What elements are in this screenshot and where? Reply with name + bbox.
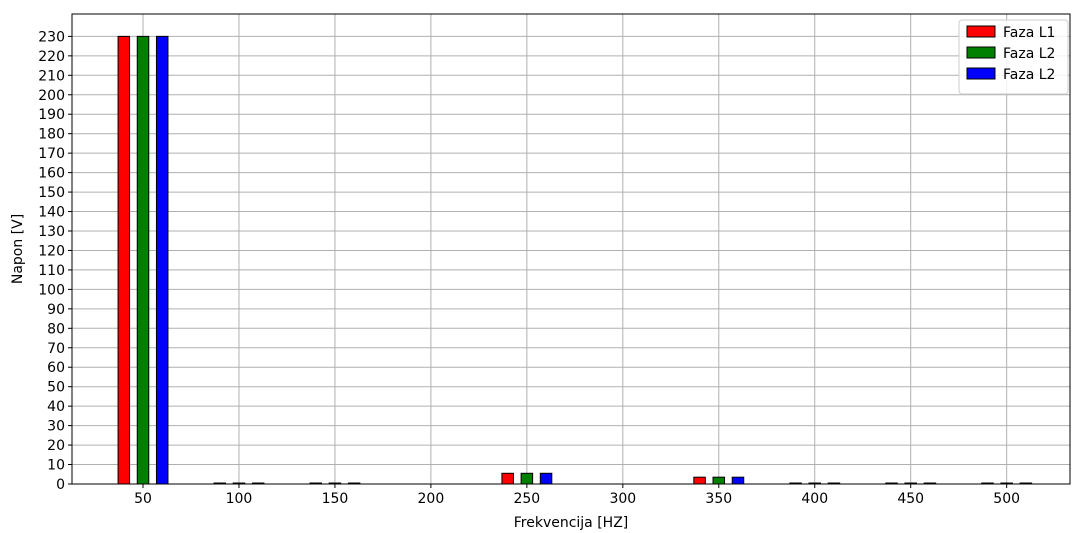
y-tick-label: 150 — [38, 185, 65, 201]
grid — [72, 14, 1070, 485]
y-tick-label: 40 — [47, 399, 65, 415]
bar — [117, 35, 131, 485]
y-tick-label: 180 — [38, 127, 65, 143]
legend-swatch — [966, 25, 996, 38]
y-tick-label: 20 — [47, 438, 65, 454]
y-tick-label: 160 — [38, 166, 65, 182]
y-tick-label: 170 — [38, 146, 65, 162]
x-tick-label: 150 — [322, 491, 349, 507]
plot-frame — [71, 13, 1071, 485]
x-tick-label: 400 — [801, 491, 828, 507]
legend-label: Faza L2 — [1003, 67, 1055, 83]
bar — [693, 476, 706, 485]
legend-swatch — [966, 46, 996, 59]
legend: Faza L1 Faza L2 Faza L2 — [958, 19, 1069, 95]
bar — [136, 35, 150, 485]
y-tick-label: 110 — [38, 263, 65, 279]
x-tick-label: 100 — [226, 491, 253, 507]
y-axis-label: Napon [V] — [10, 214, 26, 284]
x-tick-label: 350 — [705, 491, 732, 507]
y-tick-label: 120 — [38, 243, 65, 259]
x-tick-label: 450 — [897, 491, 924, 507]
bar — [539, 472, 553, 485]
x-tick-label: 50 — [134, 491, 152, 507]
y-tick-label: 230 — [38, 29, 65, 45]
x-tick-label: 500 — [993, 491, 1020, 507]
x-tick-label: 250 — [513, 491, 540, 507]
y-tick-label: 30 — [47, 419, 65, 435]
legend-label: Faza L2 — [1003, 46, 1055, 62]
legend-swatch — [966, 67, 996, 80]
y-tick-label: 190 — [38, 107, 65, 123]
bar — [155, 35, 169, 485]
x-tick-label: 200 — [418, 491, 445, 507]
y-tick-label: 50 — [47, 380, 65, 396]
x-axis-label: Frekvencija [HZ] — [514, 515, 629, 531]
bar — [731, 476, 745, 485]
y-tick-label: 210 — [38, 68, 65, 84]
y-tick-label: 0 — [56, 477, 65, 493]
y-tick-label: 80 — [47, 321, 65, 337]
y-tick-label: 10 — [47, 458, 65, 474]
x-tick-label: 300 — [609, 491, 636, 507]
bar — [501, 472, 514, 485]
y-tick-label: 70 — [47, 341, 65, 357]
y-tick-label: 220 — [38, 49, 65, 65]
y-tick-label: 90 — [47, 302, 65, 318]
y-tick-label: 130 — [38, 224, 65, 240]
y-tick-label: 200 — [38, 88, 65, 104]
y-tick-label: 60 — [47, 360, 65, 376]
bar — [520, 472, 534, 485]
x-axis: 50 100 150 200 250 300 350 400 450 500 — [134, 484, 1020, 507]
bar — [712, 476, 726, 485]
bars — [117, 35, 1033, 485]
y-tick-label: 140 — [38, 205, 65, 221]
y-tick-label: 100 — [38, 282, 65, 298]
legend-label: Faza L1 — [1003, 25, 1055, 41]
y-axis: 0 10 20 30 40 50 60 70 80 90 100 110 120 130 140 150 160… — [38, 29, 72, 493]
